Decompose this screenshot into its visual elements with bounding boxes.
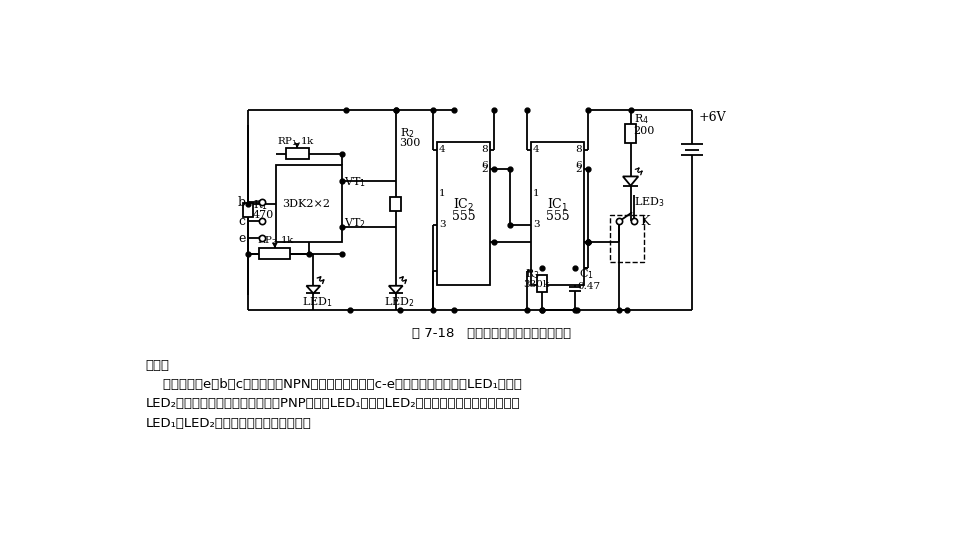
Bar: [286, 148, 309, 159]
Text: 300: 300: [398, 138, 420, 148]
Bar: [537, 275, 547, 292]
Text: VT$_{1}$: VT$_{1}$: [344, 175, 366, 189]
Text: 555: 555: [452, 210, 475, 223]
Text: LED$_{3}$: LED$_{3}$: [635, 195, 665, 209]
Text: +6V: +6V: [698, 111, 726, 124]
Bar: [610, 216, 644, 262]
Bar: [276, 165, 342, 242]
Text: 4: 4: [533, 146, 540, 154]
Text: 470: 470: [252, 210, 274, 219]
Text: IC$_{1}$: IC$_{1}$: [547, 197, 568, 213]
Text: LED$_{1}$: LED$_{1}$: [301, 295, 332, 309]
Text: 1: 1: [439, 190, 445, 198]
Text: LED$_{2}$: LED$_{2}$: [384, 295, 415, 309]
Text: RP$_{2}$ 1k: RP$_{2}$ 1k: [257, 235, 296, 247]
Text: IC$_{2}$: IC$_{2}$: [453, 197, 474, 213]
Text: 3: 3: [533, 220, 540, 229]
Text: 1: 1: [533, 190, 540, 198]
Text: 8: 8: [481, 146, 488, 154]
Bar: [625, 124, 636, 143]
Text: 6: 6: [481, 161, 488, 170]
Text: e: e: [238, 232, 245, 245]
Text: 电路。: 电路。: [146, 359, 170, 372]
Text: 200: 200: [633, 127, 655, 136]
Text: 图 7-18   三极管好坏判别器电路（二）: 图 7-18 三极管好坏判别器电路（二）: [413, 327, 571, 339]
Text: RP$_{1}$ 1k: RP$_{1}$ 1k: [277, 135, 315, 148]
Text: 将管子插入e、b、c插座，设为NPN型，由于被测管的c-e间存在饱和压降，若LED₁发光，: 将管子插入e、b、c插座，设为NPN型，由于被测管的c-e间存在饱和压降，若LE…: [146, 378, 521, 391]
Text: VT$_{2}$: VT$_{2}$: [344, 216, 366, 230]
Text: R$_{4}$: R$_{4}$: [635, 112, 650, 126]
Text: K: K: [640, 215, 650, 228]
Text: 555: 555: [545, 210, 569, 223]
Text: 2: 2: [481, 165, 488, 174]
Text: 330k: 330k: [523, 280, 550, 289]
Text: R$_{1}$: R$_{1}$: [252, 198, 267, 212]
Text: LED₂不亮，说明管子是好的；若为PNP型，则LED₁不亮，LED₂发光。对于坏的管子，会出现: LED₂不亮，说明管子是好的；若为PNP型，则LED₁不亮，LED₂发光。对于坏…: [146, 397, 520, 411]
Bar: [259, 248, 290, 259]
Bar: [437, 142, 491, 285]
Text: 0.47: 0.47: [578, 282, 601, 291]
Text: 2: 2: [575, 165, 582, 174]
Text: 4: 4: [439, 146, 445, 154]
Text: 6: 6: [575, 161, 582, 170]
Text: b: b: [237, 195, 245, 209]
Text: 3: 3: [439, 220, 445, 229]
Text: 3DK2×2: 3DK2×2: [282, 199, 330, 209]
Bar: [243, 203, 253, 217]
Text: LED₁、LED₂或全亮、或全不亮的现象。: LED₁、LED₂或全亮、或全不亮的现象。: [146, 416, 311, 430]
Text: R$_{3}$: R$_{3}$: [525, 267, 540, 281]
Bar: [391, 197, 401, 211]
Text: C$_{1}$: C$_{1}$: [579, 267, 594, 281]
Text: R$_{2}$: R$_{2}$: [400, 126, 415, 140]
Text: 8: 8: [575, 146, 582, 154]
Text: c: c: [238, 215, 245, 228]
Bar: [531, 142, 585, 285]
